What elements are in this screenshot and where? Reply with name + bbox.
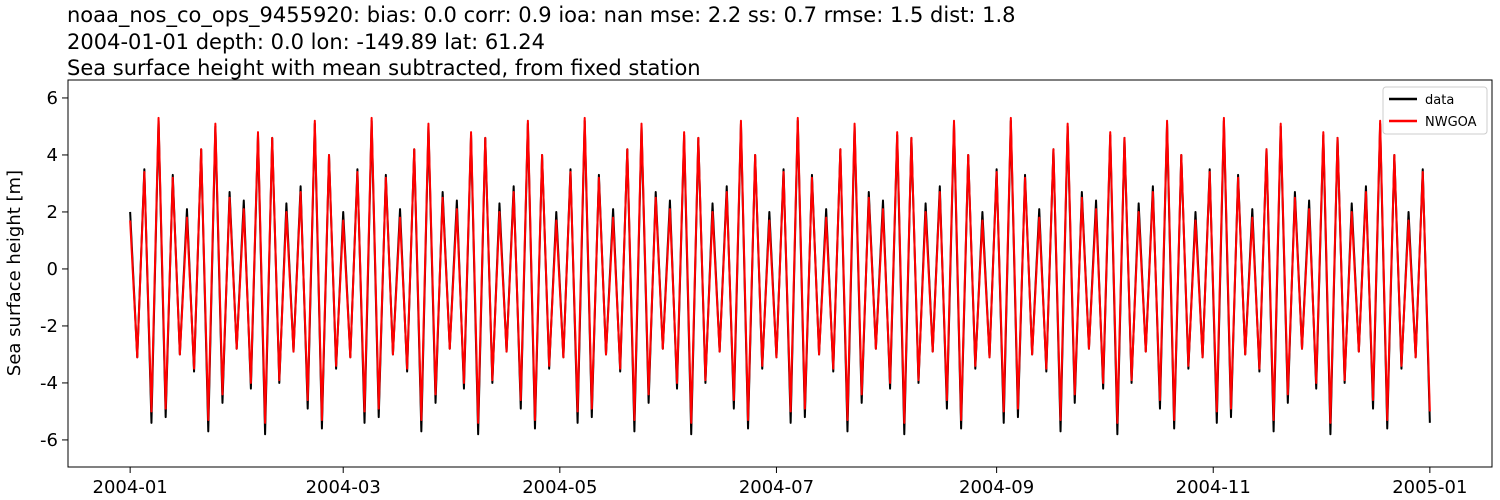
- plot-area: [129, 116, 1431, 436]
- y-tick-label: 6: [47, 88, 58, 109]
- x-tick-label: 2004-03: [306, 477, 381, 498]
- legend-label: data: [1425, 93, 1454, 108]
- axes-frame: [67, 79, 1493, 468]
- y-tick-label: -2: [40, 316, 58, 337]
- y-axis-label: Sea surface height [m]: [4, 170, 25, 376]
- y-tick-label: 0: [47, 259, 58, 280]
- y-tick-label: 2: [47, 202, 58, 223]
- x-tick-label: 2004-05: [522, 477, 597, 498]
- legend: data NWGOA: [1382, 86, 1488, 135]
- y-tick-label: -6: [40, 430, 58, 451]
- title-line: Sea surface height with mean subtracted,…: [67, 56, 701, 80]
- title-line: noaa_nos_co_ops_9455920: bias: 0.0 corr:…: [67, 3, 1016, 28]
- series-line: [129, 116, 1431, 424]
- y-tick-label: 4: [47, 145, 58, 166]
- x-tick-label: 2004-07: [739, 477, 814, 498]
- x-tick-label: 2004-11: [1176, 477, 1251, 498]
- legend-label: NWGOA: [1425, 115, 1477, 130]
- title-line: 2004-01-01 depth: 0.0 lon: -149.89 lat: …: [67, 30, 545, 54]
- x-tick-label: 2004-09: [959, 477, 1034, 498]
- y-tick-label: -4: [40, 373, 58, 394]
- x-tick-label: 2004-01: [93, 477, 168, 498]
- x-tick-label: 2005-01: [1392, 477, 1467, 498]
